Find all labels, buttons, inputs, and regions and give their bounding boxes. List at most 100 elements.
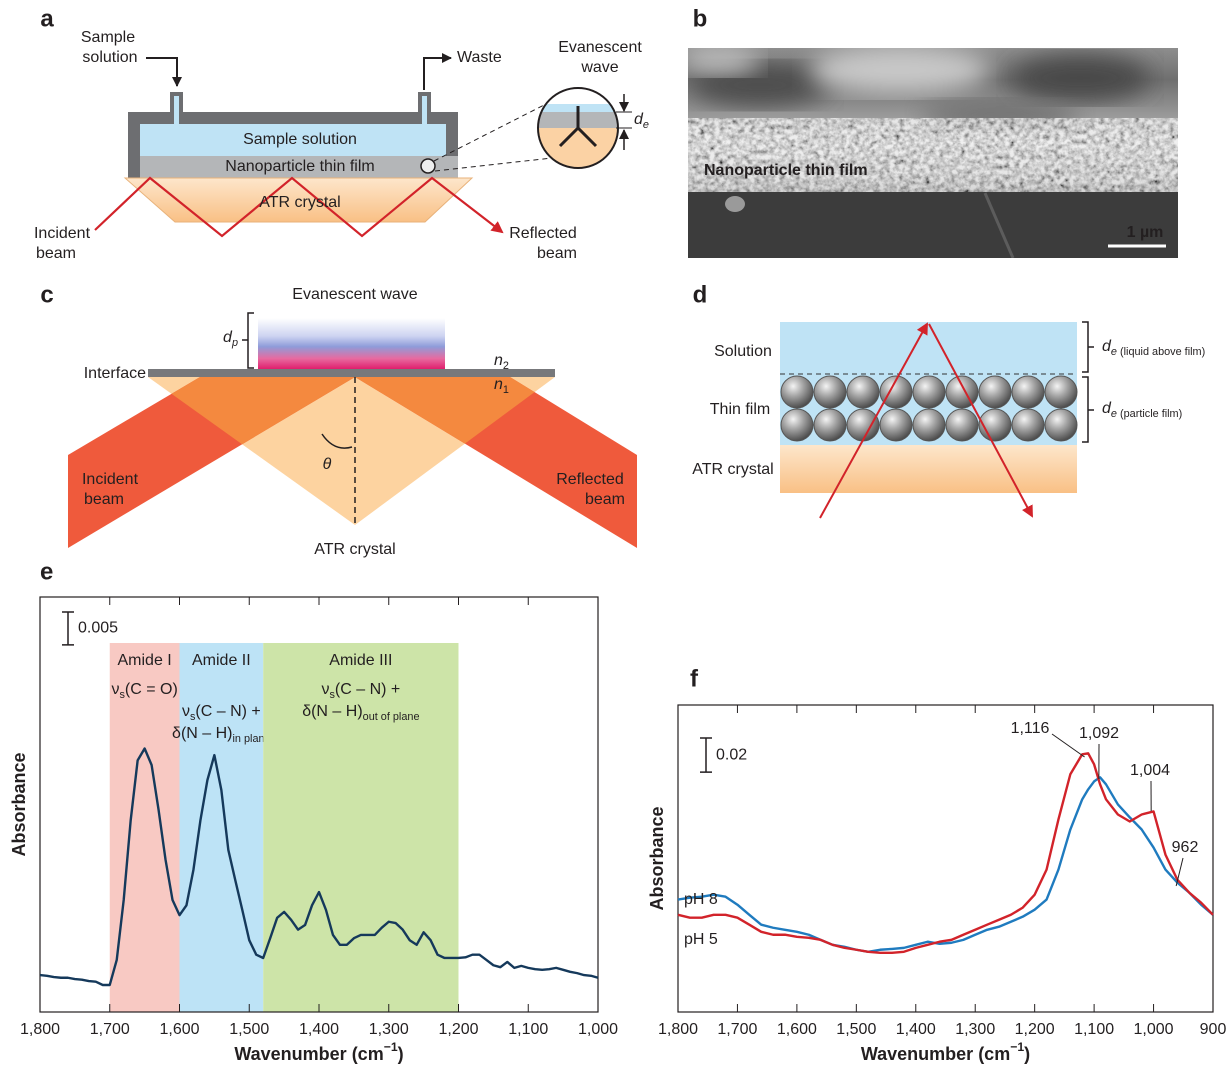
x-axis-label-part: Wavenumber (cm [861, 1044, 1010, 1064]
nanoparticle [781, 376, 813, 408]
x-axis-label-part: Wavenumber (cm [234, 1044, 383, 1064]
depth-label: de (liquid above film) [1102, 338, 1205, 358]
y-axis-label: Absorbance [647, 806, 667, 910]
inlet-label: solution [82, 49, 137, 66]
x-tick-label: 1,600 [777, 1021, 817, 1038]
scale-bar-label: 0.02 [716, 746, 747, 763]
index-label: n2 [494, 352, 509, 372]
beam-label: Incident [82, 471, 139, 488]
evanescent-label: Evanescent wave [292, 286, 418, 303]
x-tick-label: 1,300 [955, 1021, 995, 1038]
x-tick-label: 900 [1200, 1021, 1227, 1038]
page: { "panels": { "a": {"label": "a", "sampl… [0, 0, 1227, 1066]
x-tick-label: 1,800 [658, 1021, 698, 1038]
nanoparticle [1045, 409, 1077, 441]
region-band [263, 643, 458, 1012]
legend-label: pH 5 [684, 931, 718, 948]
sem-image [680, 45, 1178, 258]
evanescent-label: wave [580, 59, 618, 76]
waste-label: Waste [457, 49, 502, 66]
region-mode-part: δ(N – H) [302, 703, 362, 720]
sem-substrate [688, 192, 1178, 258]
beam-label: Reflected [509, 225, 577, 242]
index-label-part: n [494, 376, 503, 393]
depth-bracket [1082, 322, 1094, 372]
depth-label: de (particle film) [1102, 400, 1182, 420]
region-name: Amide I [118, 652, 172, 669]
x-axis-label-part: ) [398, 1044, 404, 1064]
region-name: Amide II [192, 652, 251, 669]
peak-label: 1,116 [1011, 720, 1050, 737]
x-tick-label: 1,200 [438, 1021, 478, 1038]
x-axis-label: Wavenumber (cm−1) [234, 1040, 403, 1064]
x-axis-label: Wavenumber (cm−1) [861, 1040, 1030, 1064]
nanoparticle [814, 376, 846, 408]
depth-label-part: p [231, 337, 238, 349]
sem-blur [810, 45, 990, 95]
x-axis-label-part: −1 [384, 1040, 398, 1054]
x-axis-label-part: −1 [1010, 1040, 1024, 1054]
x-tick-label: 1,800 [20, 1021, 60, 1038]
sem-cluster [725, 196, 745, 212]
nanoparticle [880, 409, 912, 441]
region-band [180, 643, 264, 1012]
nanoparticle [946, 376, 978, 408]
film-label: Nanoparticle thin film [704, 162, 868, 179]
beam-label: beam [537, 245, 577, 262]
beam-label: Incident [34, 225, 91, 242]
region-mode-part: ν [182, 703, 190, 720]
depth-bracket [242, 313, 254, 368]
waste-arrow [424, 58, 451, 90]
layer-label: ATR crystal [692, 461, 773, 478]
depth-label: de [634, 111, 649, 131]
region-mode-part: out of plane [363, 711, 420, 723]
zoom-inset [530, 86, 630, 170]
depth-label-part: (liquid above film) [1117, 346, 1205, 358]
peak-label: 1,004 [1130, 762, 1170, 779]
panel-label: a [40, 5, 54, 32]
x-tick-label: 1,300 [369, 1021, 409, 1038]
legend-label: pH 8 [684, 891, 718, 908]
x-axis-label-part: ) [1024, 1044, 1030, 1064]
x-tick-label: 1,600 [159, 1021, 199, 1038]
x-tick-label: 1,700 [90, 1021, 130, 1038]
index-label-part: 2 [503, 360, 509, 372]
scale-bar-label: 0.005 [78, 620, 118, 637]
region-mode-part: ν [321, 681, 329, 698]
scale-bar [700, 738, 712, 772]
region-mode-part: (C – N) + [335, 681, 400, 698]
beam-label: beam [585, 491, 625, 508]
evanescent-label: Evanescent [558, 39, 642, 56]
x-tick-label: 1,100 [508, 1021, 548, 1038]
inlet-label: Sample [81, 29, 135, 46]
layer-label: Solution [714, 343, 772, 360]
x-tick-label: 1,500 [836, 1021, 876, 1038]
x-tick-label: 1,700 [717, 1021, 757, 1038]
sem-blur [680, 45, 760, 75]
nanoparticle [913, 376, 945, 408]
layer-label: Thin film [710, 401, 770, 418]
sem-blur [1010, 54, 1150, 102]
region-mode-part: (C – N) + [195, 703, 260, 720]
nanoparticle [1012, 376, 1044, 408]
peak-label: 1,092 [1079, 725, 1119, 742]
depth-bracket [1082, 377, 1094, 442]
layer-label: Sample solution [243, 131, 357, 148]
atr-crystal [780, 445, 1077, 493]
nanoparticle [913, 409, 945, 441]
sem-particles [688, 118, 1178, 194]
spectrum-line [678, 777, 1213, 951]
y-axis-label: Absorbance [9, 752, 29, 856]
depth-label-part: (particle film) [1117, 408, 1182, 420]
panel-label: d [693, 281, 708, 308]
crystal-label: ATR crystal [314, 541, 395, 558]
interface-label: Interface [84, 365, 146, 382]
region-name: Amide III [329, 652, 392, 669]
nanoparticle [979, 376, 1011, 408]
nanoparticle [814, 409, 846, 441]
angle-label: θ [323, 456, 332, 473]
region-mode-part: (C = O) [125, 681, 178, 698]
index-label-part: n [494, 352, 503, 369]
beam-label: beam [36, 245, 76, 262]
x-tick-label: 1,000 [578, 1021, 618, 1038]
